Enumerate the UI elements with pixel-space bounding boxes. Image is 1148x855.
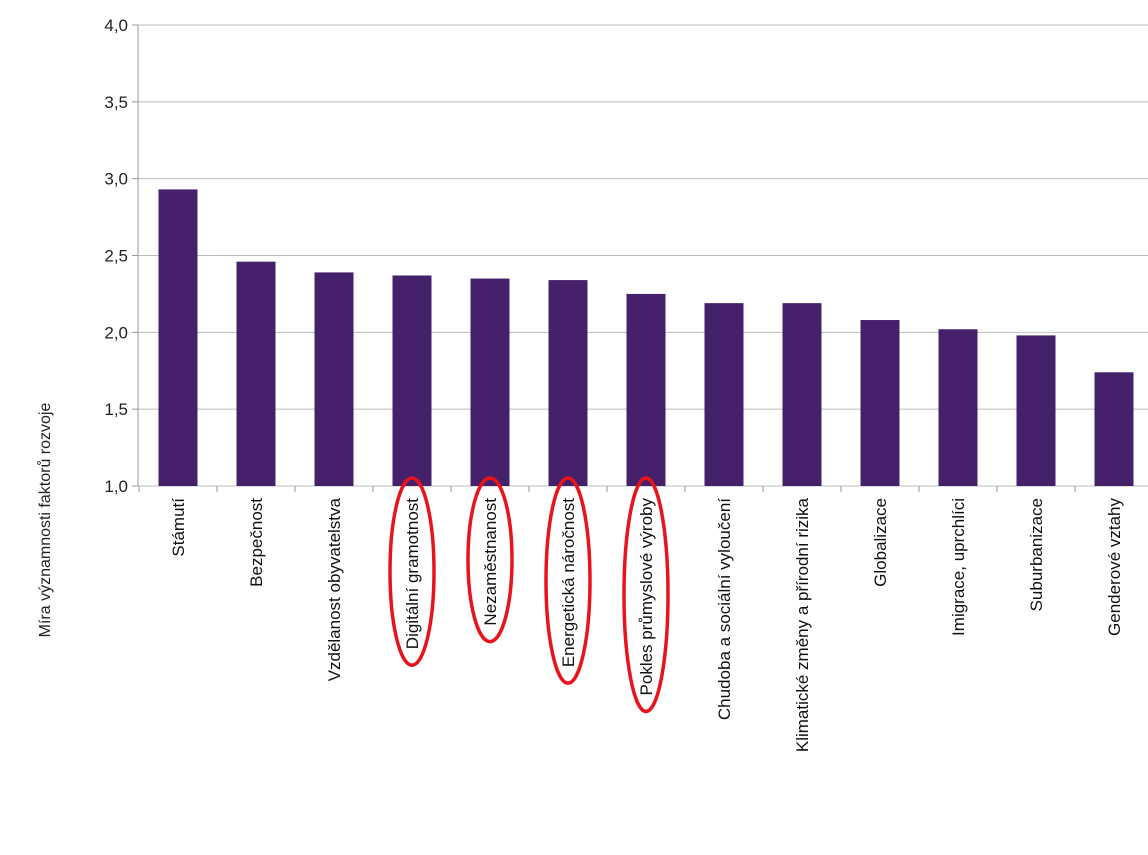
bar [860,320,900,486]
category-label: Suburbanizace [1027,498,1046,611]
bar [392,275,432,486]
bar [782,303,822,486]
bar [236,261,276,486]
highlight-ellipse [466,476,514,644]
y-axis-label: Míra významnosti faktorů rozvoje [36,403,54,638]
category-label: Genderové vztahy [1105,498,1124,636]
category-label: Pokles průmyslové výroby [637,498,656,696]
highlight-ellipses [388,476,670,714]
bar [626,293,666,486]
bar [314,272,354,486]
category-label: Energetická náročnost [559,498,578,667]
category-label: Vzdělanost obyvatelstva [325,497,344,681]
bar [1016,335,1056,486]
category-labels: Stámutí Bezpečnost Vzdělanost obyvatelstva… [169,497,1124,752]
y-tick-label: 2,5 [104,247,128,266]
y-tick-label: 3,5 [104,93,128,112]
bars [158,189,1134,486]
category-label: Imigrace, uprchlíci [949,498,968,636]
bar [704,303,744,486]
y-tick-labels: 1,0 1,5 2,0 2,5 3,0 3,5 4,0 [104,16,128,496]
highlight-ellipse [388,476,436,667]
y-tick-label: 3,0 [104,170,128,189]
axes [132,24,1076,492]
category-label: Klimatické změny a přírodní rizika [793,497,812,752]
category-label: Digitální gramotnost [403,498,422,649]
category-label: Stámutí [169,498,188,557]
bar [938,329,978,486]
bar [158,189,198,486]
y-tick-label: 1,5 [104,400,128,419]
category-label: Nezaměstnanost [481,498,500,626]
highlight-ellipse [622,476,670,714]
category-label: Globalizace [871,498,890,587]
category-label: Chudoba a sociální vyloučení [715,498,734,720]
highlight-ellipse [544,476,592,685]
bar [548,280,588,486]
bar [470,278,510,486]
category-label: Bezpečnost [247,498,266,587]
y-tick-label: 1,0 [104,477,128,496]
y-tick-label: 4,0 [104,16,128,35]
bar [1094,372,1134,486]
y-tick-label: 2,0 [104,323,128,342]
